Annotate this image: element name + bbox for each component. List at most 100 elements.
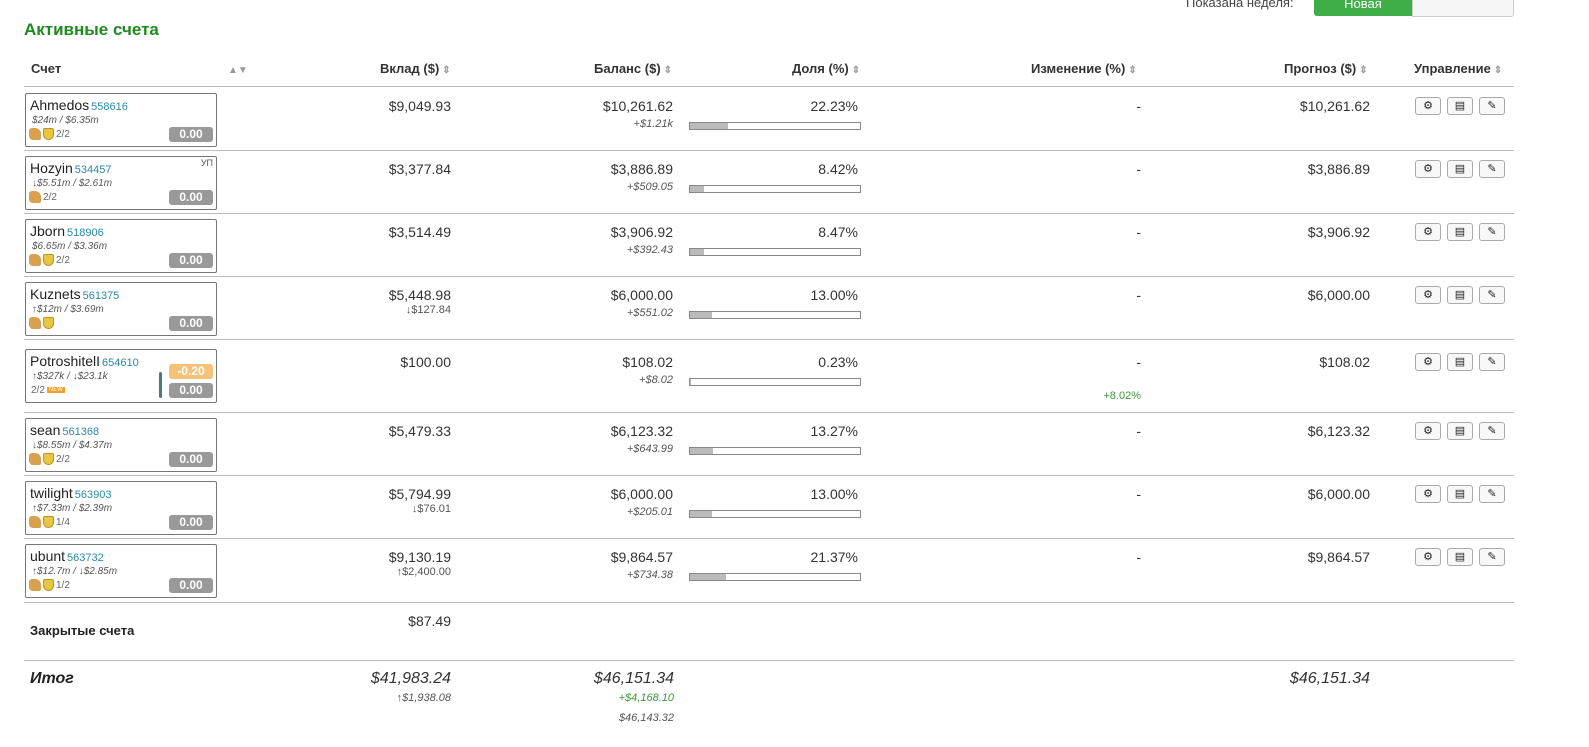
account-name[interactable]: Jborn 518906 <box>30 223 104 239</box>
account-id[interactable]: 518906 <box>67 227 104 239</box>
account-card[interactable]: Ahmedos 558616 $24m / $6.35m 2/2 0.00 <box>25 93 217 147</box>
account-id[interactable]: 558616 <box>91 101 128 113</box>
account-name[interactable]: Ahmedos 558616 <box>30 97 128 113</box>
col-header-change[interactable]: Изменение (%) ⇕ <box>1031 61 1137 76</box>
share-bar-fill <box>690 249 705 255</box>
account-name[interactable]: twilight 563903 <box>30 485 112 501</box>
account-name[interactable]: Hozyin 534457 <box>30 160 112 176</box>
list-icon[interactable]: ▤ <box>1447 422 1473 440</box>
list-icon[interactable]: ▤ <box>1447 223 1473 241</box>
sort-icon: ⇕ <box>1128 65 1137 76</box>
sort-icon: ⇕ <box>851 65 861 76</box>
list-icon[interactable]: ▤ <box>1447 548 1473 566</box>
col-header-share[interactable]: Доля (%) ⇕ <box>792 61 861 76</box>
list-icon[interactable]: ▤ <box>1447 160 1473 178</box>
share-bar <box>689 311 861 319</box>
pencil-icon[interactable]: ✎ <box>1479 286 1505 304</box>
list-icon[interactable]: ▤ <box>1447 286 1473 304</box>
share-value: 8.42% <box>818 161 858 177</box>
total-label: Итог <box>30 670 74 687</box>
forecast-value: $6,123.32 <box>1307 423 1370 439</box>
week-old-button[interactable] <box>1412 0 1514 17</box>
pencil-icon[interactable]: ✎ <box>1479 548 1505 566</box>
pencil-icon[interactable]: ✎ <box>1479 422 1505 440</box>
account-card[interactable]: sean 561368 ↓$8.55m / $4.37m 2/2 0.00 <box>25 418 217 472</box>
account-card[interactable]: Hozyin 534457 УП ↓$5.51m / $2.61m 2/2 0.00 <box>25 156 217 210</box>
account-name[interactable]: ubunt 563732 <box>30 548 104 564</box>
account-badge: 0.00 <box>169 452 213 467</box>
account-name[interactable]: PotroshitelI 654610 <box>30 353 139 369</box>
share-value: 21.37% <box>810 549 858 565</box>
account-id[interactable]: 654610 <box>102 357 139 369</box>
account-id[interactable]: 561375 <box>82 290 120 302</box>
deposit-value: $100.00 <box>400 354 451 370</box>
share-bar-fill <box>690 574 727 580</box>
deposit-value: $3,377.84 <box>388 161 451 177</box>
account-fraction: 2/2 <box>56 129 70 140</box>
account-volume: ↑$7.33m / $2.39m <box>32 503 113 514</box>
gear-icon[interactable]: ⚙ <box>1415 223 1441 241</box>
gear-icon[interactable]: ⚙ <box>1415 485 1441 503</box>
gear-icon[interactable]: ⚙ <box>1415 160 1441 178</box>
deposit-change: ↓$76.01 <box>411 503 451 515</box>
account-volume: ↓$8.55m / $4.37m <box>32 440 113 451</box>
account-card[interactable]: Kuznets 561375 ↑$12m / $3.69m 0.00 <box>25 282 217 336</box>
pencil-icon[interactable]: ✎ <box>1479 97 1505 115</box>
shield-icon <box>43 317 54 330</box>
account-badge: 0.00 <box>169 316 213 331</box>
account-fraction: 2/2 <box>43 192 57 203</box>
account-card[interactable]: twilight 563903 ↑$7.33m / $2.39m 1/4 0.00 <box>25 481 217 535</box>
account-icons: 2/2 <box>29 191 57 204</box>
account-badge-negative: -0.20 <box>169 364 213 379</box>
gear-icon[interactable]: ⚙ <box>1415 286 1441 304</box>
share-bar <box>689 378 861 386</box>
account-id[interactable]: 563903 <box>74 489 112 501</box>
account-card[interactable]: PotroshitelI 654610 ↑$327k / ↓$23.1k 2/2 NEW… <box>25 349 217 403</box>
account-icons: 2/2 <box>29 254 70 267</box>
sort-icon[interactable]: ▲▼ <box>228 65 248 76</box>
share-bar-fill <box>690 511 713 517</box>
account-id[interactable]: 561368 <box>62 426 100 438</box>
deposit-value: $5,794.99 <box>388 486 451 502</box>
gear-icon[interactable]: ⚙ <box>1415 548 1441 566</box>
list-icon[interactable]: ▤ <box>1447 485 1473 503</box>
account-icons: 2/2 <box>29 453 70 466</box>
list-icon[interactable]: ▤ <box>1447 97 1473 115</box>
account-card[interactable]: Jborn 518906 $6.65m / $3.36m 2/2 0.00 <box>25 219 217 273</box>
col-header-forecast[interactable]: Прогноз ($) ⇕ <box>1284 61 1368 76</box>
account-name[interactable]: sean 561368 <box>30 422 100 438</box>
balance-value: $6,000.00 <box>610 486 673 502</box>
share-bar <box>689 447 861 455</box>
col-header-manage[interactable]: Управление ⇕ <box>1414 61 1503 76</box>
week-new-button[interactable]: Новая <box>1314 0 1412 16</box>
gear-icon[interactable]: ⚙ <box>1415 97 1441 115</box>
col-header-account[interactable]: Счет <box>31 61 62 76</box>
pencil-icon[interactable]: ✎ <box>1479 223 1505 241</box>
account-id[interactable]: 563732 <box>67 552 104 564</box>
pencil-icon[interactable]: ✎ <box>1479 353 1505 371</box>
closed-deposit: $87.49 <box>408 613 451 629</box>
thumbs-up-icon <box>29 516 41 529</box>
change-value: - <box>1136 549 1141 565</box>
account-icons: 1/2 <box>29 579 70 592</box>
col-header-balance[interactable]: Баланс ($) ⇕ <box>594 61 673 76</box>
balance-change: +$8.02 <box>639 374 673 386</box>
col-header-deposit[interactable]: Вклад ($) ⇕ <box>380 61 451 76</box>
account-card[interactable]: ubunt 563732 ↑$12.7m / ↓$2.85m 1/2 0.00 <box>25 544 217 598</box>
balance-value: $6,123.32 <box>610 423 673 439</box>
account-icons: 1/4 <box>29 516 70 529</box>
total-divider <box>24 660 1514 661</box>
page-title: Активные счета <box>24 20 159 39</box>
account-id[interactable]: 534457 <box>74 164 112 176</box>
forecast-value: $9,864.57 <box>1307 549 1370 565</box>
pencil-icon[interactable]: ✎ <box>1479 160 1505 178</box>
account-name[interactable]: Kuznets 561375 <box>30 286 120 302</box>
pencil-icon[interactable]: ✎ <box>1479 485 1505 503</box>
gear-icon[interactable]: ⚙ <box>1415 422 1441 440</box>
list-icon[interactable]: ▤ <box>1447 353 1473 371</box>
share-bar-fill <box>690 123 728 129</box>
change-value: - <box>1136 423 1141 439</box>
share-bar <box>689 122 861 130</box>
gear-icon[interactable]: ⚙ <box>1415 353 1441 371</box>
share-bar <box>689 248 861 256</box>
